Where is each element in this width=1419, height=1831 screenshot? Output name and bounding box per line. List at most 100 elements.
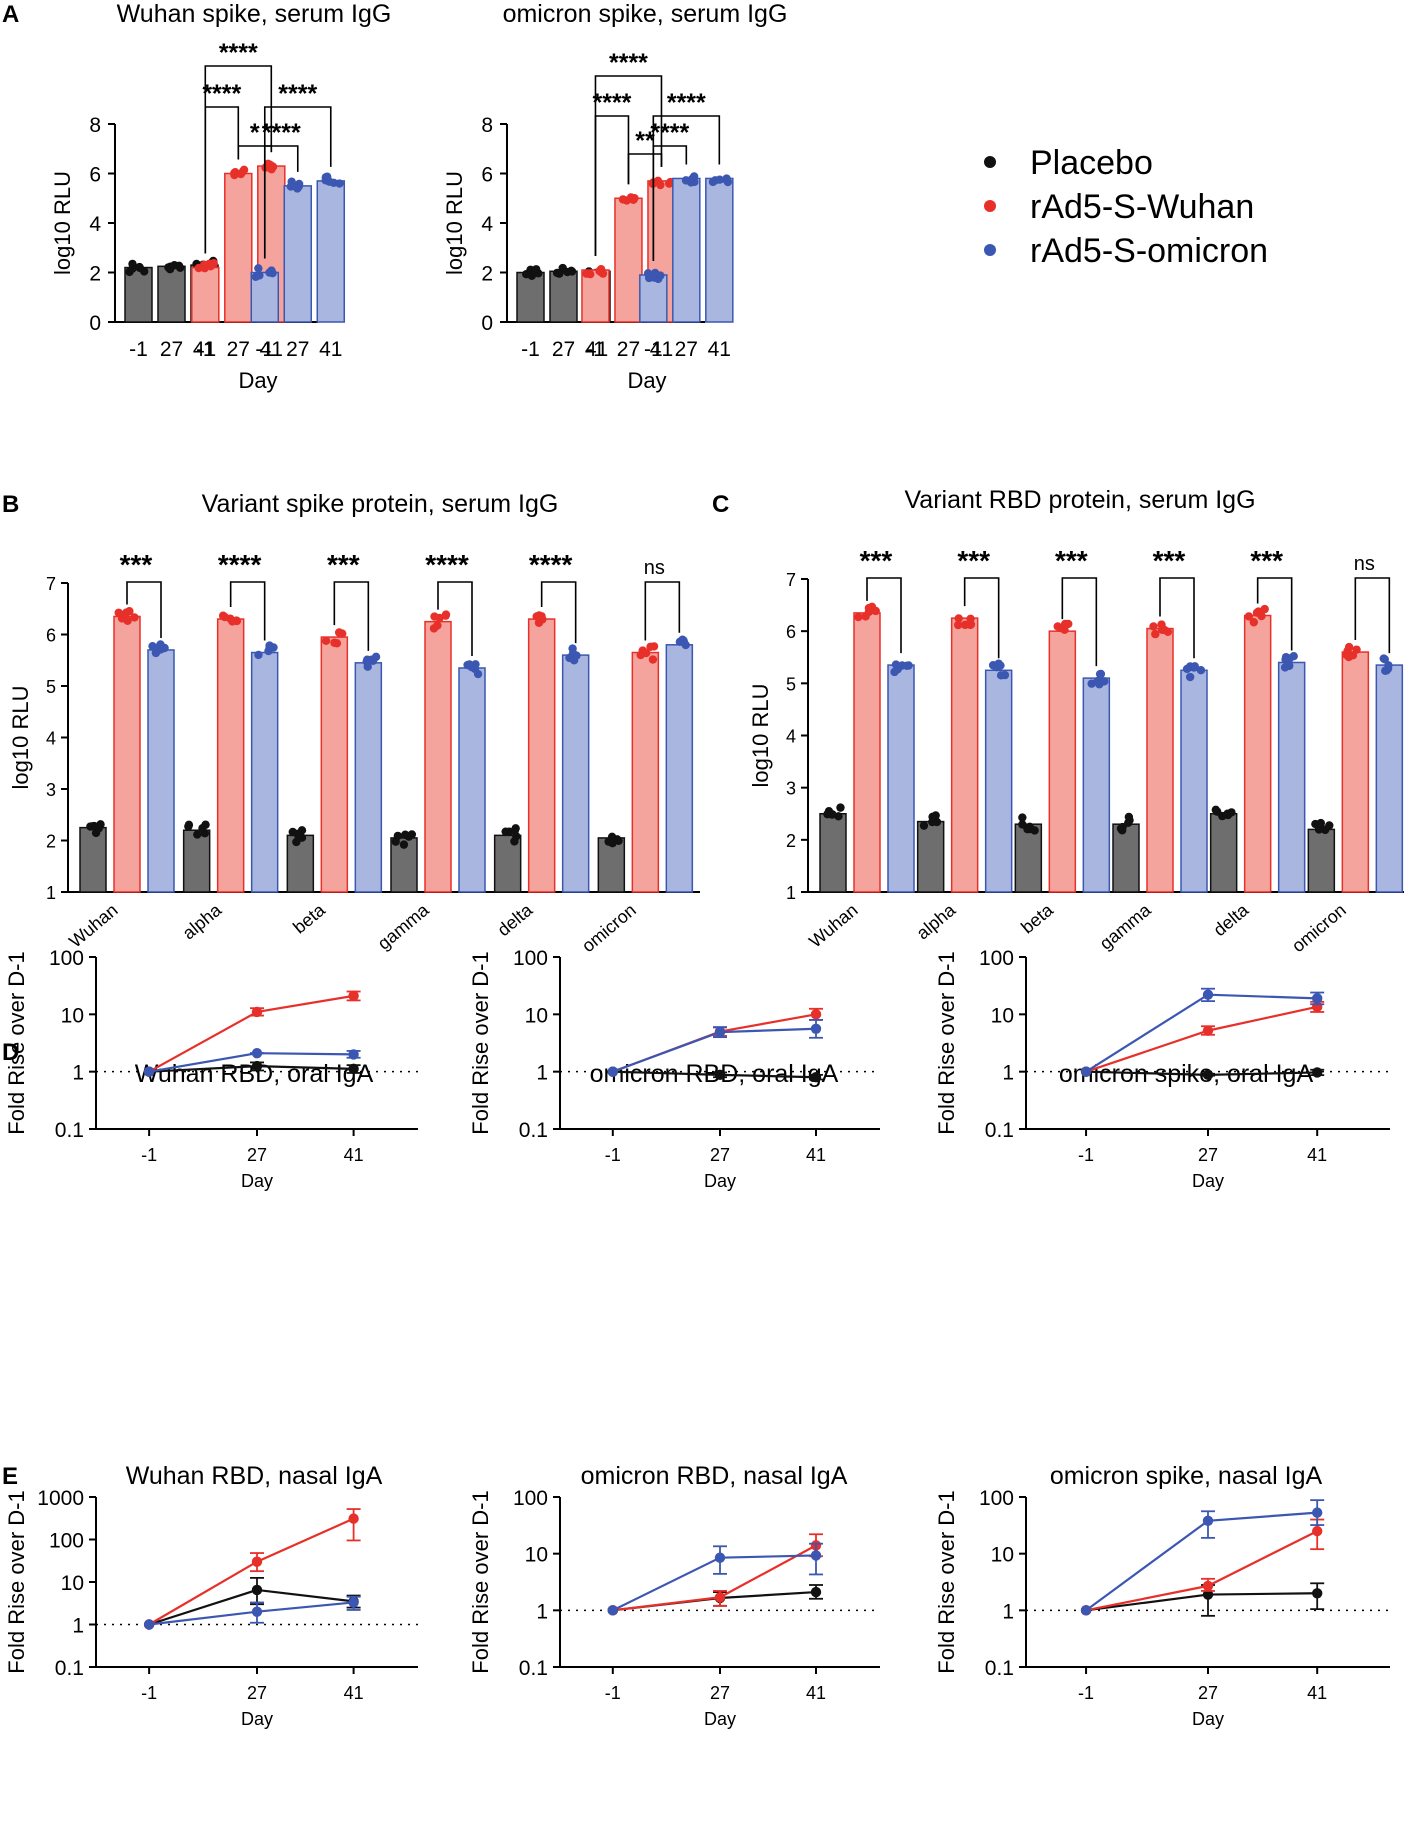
data-point [206,262,215,271]
data-point [681,176,691,185]
significance-bracket [540,581,577,644]
significance-label: **** [650,119,689,147]
y-tick-label: 3 [786,779,796,799]
significance-label: ns [644,557,665,579]
x-tick-label: -1 [1078,1145,1094,1165]
y-tick-label: 1000 [37,1487,84,1510]
data-point [664,179,674,188]
significance-label: **** [593,89,632,117]
data-point [473,669,483,679]
y-tick-label: 10 [61,1572,84,1595]
point-placebo-day-27 [251,1060,263,1072]
bar-omicron-Wuhan [887,664,915,893]
point-omicron-day--1 [1080,1605,1092,1616]
data-point [441,610,451,619]
bar-wuhan-day-27 [224,172,253,323]
x-tick-label: -1 [605,1683,621,1703]
data-point [1380,655,1390,664]
bar-placebo-beta [286,834,315,893]
bar-placebo-gamma [1112,823,1140,893]
bar-omicron-omicron [665,644,694,893]
x-tick-label: omicron [578,900,640,956]
significance-bracket [644,581,681,641]
y-tick-label: 4 [46,729,56,749]
significance-bracket [126,581,162,638]
data-point [630,193,639,203]
y-tick-label: 8 [89,114,101,137]
bar-omicron-alpha [250,651,279,893]
bar-wuhan-beta [320,636,349,893]
y-tick-label: 7 [46,574,56,594]
chart-title: omicron spike, nasal IgA [1050,1462,1323,1490]
chart-e1: Wuhan RBD, nasal IgA 0.1 1 10 100 1000 Fold Ri… [4,1462,418,1729]
data-point [94,823,104,833]
x-axis-label: Day [704,1171,736,1191]
x-tick-label: -1 [141,1145,157,1165]
x-tick-label: -1 [129,338,148,361]
point-omicron-day-27 [251,1606,263,1617]
data-point [643,269,653,278]
data-point [1344,642,1354,652]
y-tick-label: 100 [979,1487,1014,1510]
x-tick-label: -1 [521,338,540,361]
y-tick-label: 0 [89,312,101,335]
data-point [399,840,409,849]
y-tick-label: 10 [991,1544,1014,1567]
y-tick-label: 5 [46,677,56,697]
significance-bracket [229,581,266,641]
y-tick-label: 100 [49,1530,84,1553]
x-tick-label: 41 [193,338,216,361]
y-tick-label: 0.1 [519,1657,548,1680]
y-tick-label: 8 [481,114,493,137]
bar-omicron-delta [561,654,590,893]
data-point [265,643,274,653]
significance-bracket [1354,577,1391,654]
data-point [836,803,845,812]
data-point [656,271,665,280]
significance-label: ns [1354,553,1375,575]
data-point [337,629,347,638]
panel-label-c: C [712,491,729,518]
x-tick-label: -1 [1078,1683,1094,1703]
x-tick-label: beta [1017,899,1057,937]
point-omicron-day--1 [1080,1066,1092,1077]
point-wuhan-day-41 [1312,1525,1323,1537]
y-tick-label: 6 [786,622,796,642]
bar-omicron-day-27 [672,177,701,323]
data-point [919,821,929,830]
x-tick-label: 41 [344,1145,364,1165]
bar-wuhan-alpha [216,618,245,893]
y-tick-label: 7 [786,570,796,590]
significance-label: **** [425,549,469,580]
data-point [1352,645,1361,654]
series-line-omicron [612,1554,817,1612]
significance-bracket [1159,577,1195,659]
data-point [128,264,137,273]
x-axis-label: Day [627,368,666,393]
point-wuhan-day-41 [810,1009,822,1020]
point-omicron-day-27 [714,1026,726,1038]
data-point [114,608,123,617]
data-point [1185,672,1195,682]
data-point [1325,821,1334,830]
data-point [286,182,296,191]
bar-omicron-beta [1082,677,1111,893]
data-point [891,660,901,669]
data-point [254,264,263,273]
point-omicron-day-41 [1312,1507,1323,1518]
x-tick-label: 27 [247,1145,267,1165]
significance-bracket [652,115,721,261]
bar-wuhan-delta [1243,614,1272,893]
point-placebo-day-27 [1202,1589,1214,1600]
bar-wuhan-omicron [1341,651,1370,893]
data-point [1053,622,1062,631]
data-point [363,662,372,671]
significance-bracket [627,153,663,185]
point-wuhan-day-27 [251,1006,263,1018]
data-point [966,620,976,629]
significance-label: **** [609,49,648,77]
data-point [715,175,724,184]
x-tick-label: alpha [913,899,960,943]
